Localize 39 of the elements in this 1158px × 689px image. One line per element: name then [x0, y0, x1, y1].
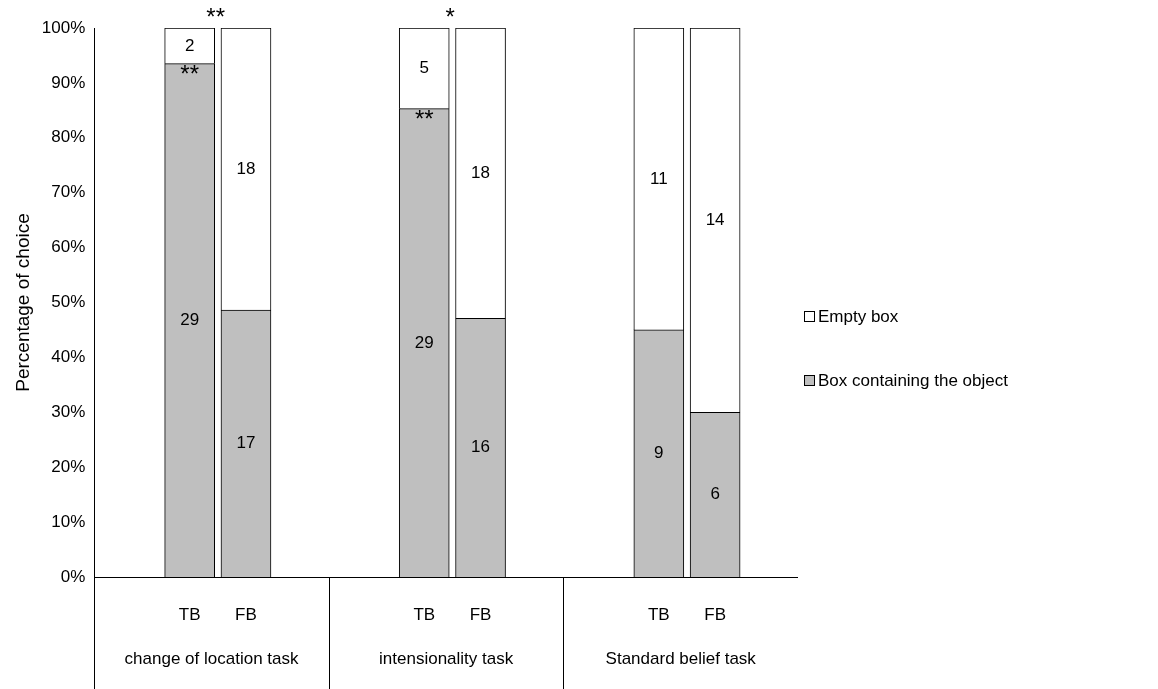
annotation: 2	[184, 35, 195, 55]
annotation: 14	[705, 209, 725, 229]
y-tick-label: 60%	[51, 237, 86, 257]
annotation: 29	[414, 332, 434, 352]
annotation: **	[414, 105, 434, 133]
x-tick-label: TB	[178, 604, 201, 624]
x-tick-label: TB	[413, 604, 436, 624]
text: intensionality task	[379, 648, 514, 668]
annotation: 16	[471, 437, 490, 457]
legend-label: Box containing the object	[818, 370, 1008, 391]
annotation: **	[180, 60, 200, 88]
text: Empty box	[818, 306, 899, 327]
text: change of location task	[124, 648, 300, 668]
x-tick-label: FB	[704, 604, 726, 624]
y-tick-label: 20%	[51, 456, 86, 476]
annotation: 11	[649, 168, 668, 188]
annotation: **	[206, 2, 226, 30]
y-axis-title: Percentage of choice	[11, 213, 33, 392]
y-tick-label: 90%	[51, 72, 86, 92]
x-tick-label: TB	[647, 604, 670, 624]
y-tick-label: 0%	[60, 566, 86, 586]
annotation: 6	[710, 484, 720, 504]
annotation: 18	[236, 158, 256, 178]
annotation: 29	[180, 310, 200, 330]
y-tick-label: 70%	[51, 182, 86, 202]
y-tick-label: 80%	[51, 127, 86, 147]
annotation: 18	[471, 162, 490, 182]
annotation: 17	[236, 433, 256, 453]
annotation: 5	[419, 58, 429, 78]
text: Standard belief task	[605, 648, 757, 668]
y-tick-label: 30%	[51, 401, 86, 421]
annotation: *	[445, 2, 455, 30]
y-tick-label: 40%	[51, 347, 86, 367]
annotation: 9	[654, 443, 664, 463]
x-tick-label: FB	[469, 604, 492, 624]
x-tick-label: FB	[235, 604, 257, 624]
y-tick-label: 10%	[51, 511, 86, 531]
y-tick-label: 50%	[51, 292, 86, 312]
y-tick-label: 100%	[41, 17, 86, 37]
